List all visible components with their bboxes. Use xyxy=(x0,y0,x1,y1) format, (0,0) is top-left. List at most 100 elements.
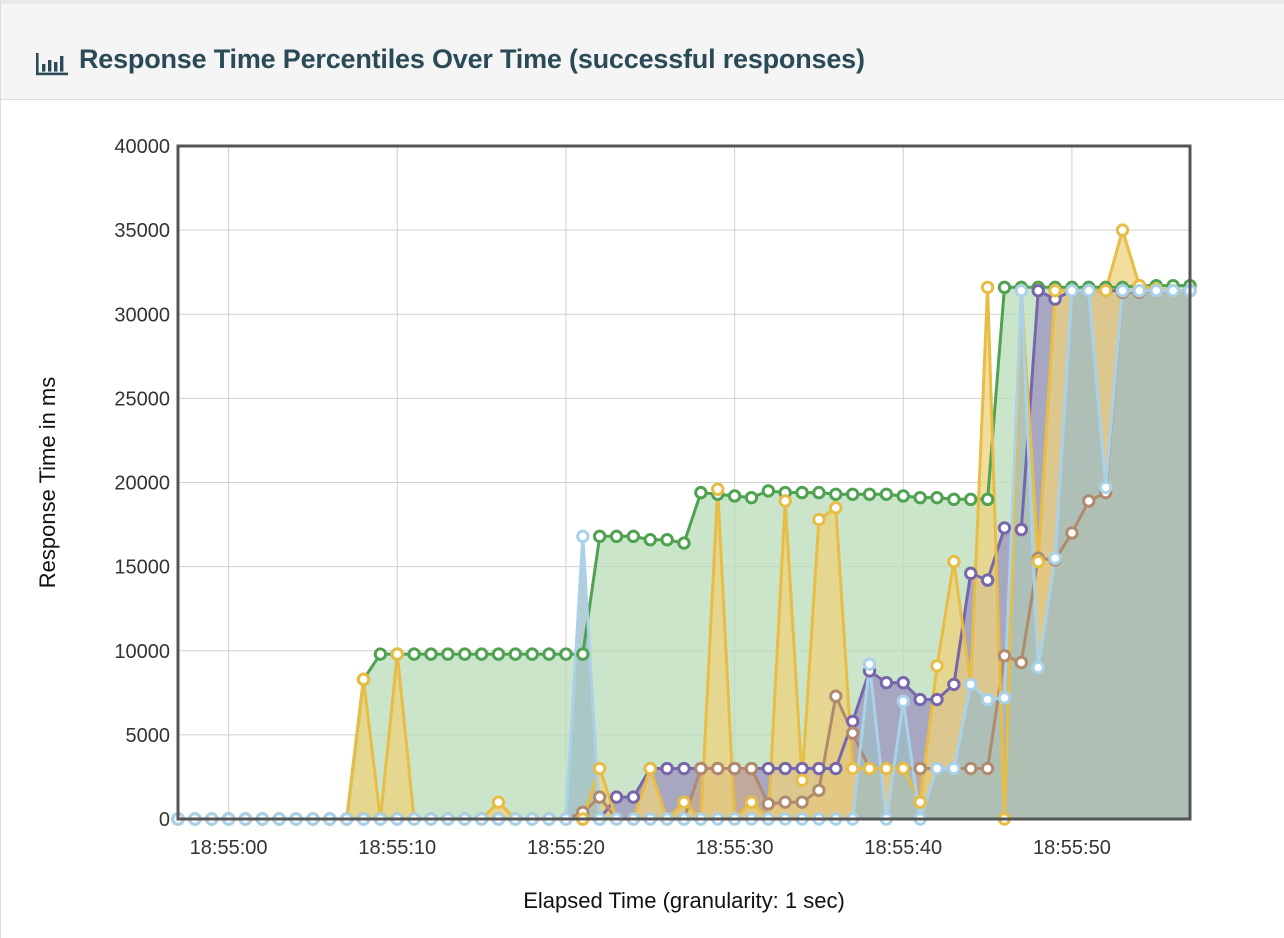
data-point[interactable] xyxy=(744,761,759,776)
data-point[interactable] xyxy=(795,761,809,776)
data-point[interactable] xyxy=(980,761,995,776)
data-point[interactable] xyxy=(626,529,641,544)
data-point[interactable] xyxy=(862,657,877,671)
data-point[interactable] xyxy=(862,761,877,776)
data-point[interactable] xyxy=(761,797,776,811)
data-point[interactable] xyxy=(913,761,927,776)
data-point[interactable] xyxy=(559,647,573,661)
data-point[interactable] xyxy=(1048,551,1062,565)
data-point[interactable] xyxy=(930,692,944,707)
data-point[interactable] xyxy=(576,529,590,544)
data-point[interactable] xyxy=(491,647,506,661)
data-point[interactable] xyxy=(812,761,826,776)
data-point[interactable] xyxy=(947,677,961,692)
data-point[interactable] xyxy=(458,647,472,661)
data-point[interactable] xyxy=(677,536,691,550)
data-point[interactable] xyxy=(474,647,489,661)
data-point[interactable] xyxy=(677,761,691,776)
data-point[interactable] xyxy=(1082,494,1096,508)
data-point[interactable] xyxy=(778,494,792,508)
data-point[interactable] xyxy=(626,790,641,804)
data-point[interactable] xyxy=(1132,283,1147,298)
data-point[interactable] xyxy=(896,761,910,776)
data-point[interactable] xyxy=(592,790,607,804)
data-point[interactable] xyxy=(525,647,539,661)
data-point[interactable] xyxy=(660,533,674,547)
data-point[interactable] xyxy=(660,761,674,776)
data-point[interactable] xyxy=(441,647,455,661)
data-point[interactable] xyxy=(727,761,742,776)
data-point[interactable] xyxy=(964,677,978,692)
data-point[interactable] xyxy=(356,672,371,687)
data-point[interactable] xyxy=(896,676,910,690)
data-point[interactable] xyxy=(980,573,995,587)
data-point[interactable] xyxy=(930,490,944,505)
data-point[interactable] xyxy=(997,521,1012,535)
data-point[interactable] xyxy=(1149,283,1163,298)
data-point[interactable] xyxy=(812,512,826,527)
data-point[interactable] xyxy=(761,484,776,498)
data-point[interactable] xyxy=(727,489,742,503)
data-point[interactable] xyxy=(542,647,556,661)
data-point[interactable] xyxy=(1031,283,1045,298)
data-point[interactable] xyxy=(1115,223,1130,237)
data-point[interactable] xyxy=(964,761,978,776)
data-point[interactable] xyxy=(913,795,927,809)
data-point[interactable] xyxy=(829,689,843,703)
data-point[interactable] xyxy=(761,761,776,776)
data-point[interactable] xyxy=(795,485,809,500)
data-point[interactable] xyxy=(744,795,759,809)
data-point[interactable] xyxy=(778,761,792,776)
data-point[interactable] xyxy=(845,761,860,776)
data-point[interactable] xyxy=(744,490,759,505)
data-point[interactable] xyxy=(491,795,506,809)
data-point[interactable] xyxy=(609,790,624,804)
data-point[interactable] xyxy=(592,529,607,544)
data-point[interactable] xyxy=(829,761,843,776)
data-point[interactable] xyxy=(711,482,725,496)
data-point[interactable] xyxy=(795,773,809,788)
data-point[interactable] xyxy=(997,280,1012,295)
data-point[interactable] xyxy=(812,783,826,798)
data-point[interactable] xyxy=(829,501,843,515)
data-point[interactable] xyxy=(694,761,708,776)
data-point[interactable] xyxy=(1115,283,1130,298)
data-point[interactable] xyxy=(609,529,624,544)
data-point[interactable] xyxy=(1014,283,1029,298)
data-point[interactable] xyxy=(1014,522,1029,537)
data-point[interactable] xyxy=(1065,283,1079,298)
data-point[interactable] xyxy=(845,714,860,729)
data-point[interactable] xyxy=(424,647,438,661)
data-point[interactable] xyxy=(845,726,860,740)
data-point[interactable] xyxy=(694,485,708,500)
data-point[interactable] xyxy=(947,761,961,776)
data-point[interactable] xyxy=(778,795,792,809)
data-point[interactable] xyxy=(1031,660,1045,675)
data-point[interactable] xyxy=(711,761,725,776)
data-point[interactable] xyxy=(829,487,843,501)
data-point[interactable] xyxy=(508,647,523,661)
data-point[interactable] xyxy=(592,761,607,776)
data-point[interactable] xyxy=(1098,480,1113,495)
data-point[interactable] xyxy=(643,533,657,547)
data-point[interactable] xyxy=(930,659,944,673)
data-point[interactable] xyxy=(677,795,691,809)
data-point[interactable] xyxy=(1031,554,1045,569)
data-point[interactable] xyxy=(1082,283,1096,298)
data-point[interactable] xyxy=(795,795,809,809)
data-point[interactable] xyxy=(812,485,826,500)
data-point[interactable] xyxy=(1098,283,1113,298)
data-point[interactable] xyxy=(980,692,995,707)
data-point[interactable] xyxy=(879,487,894,501)
data-point[interactable] xyxy=(407,647,421,661)
data-point[interactable] xyxy=(1048,283,1062,298)
data-point[interactable] xyxy=(913,692,927,707)
data-point[interactable] xyxy=(964,492,978,507)
data-point[interactable] xyxy=(879,676,894,690)
data-point[interactable] xyxy=(390,647,404,661)
data-point[interactable] xyxy=(980,280,995,295)
data-point[interactable] xyxy=(576,647,590,661)
data-point[interactable] xyxy=(373,647,388,661)
data-point[interactable] xyxy=(913,490,927,505)
data-point[interactable] xyxy=(964,566,978,581)
